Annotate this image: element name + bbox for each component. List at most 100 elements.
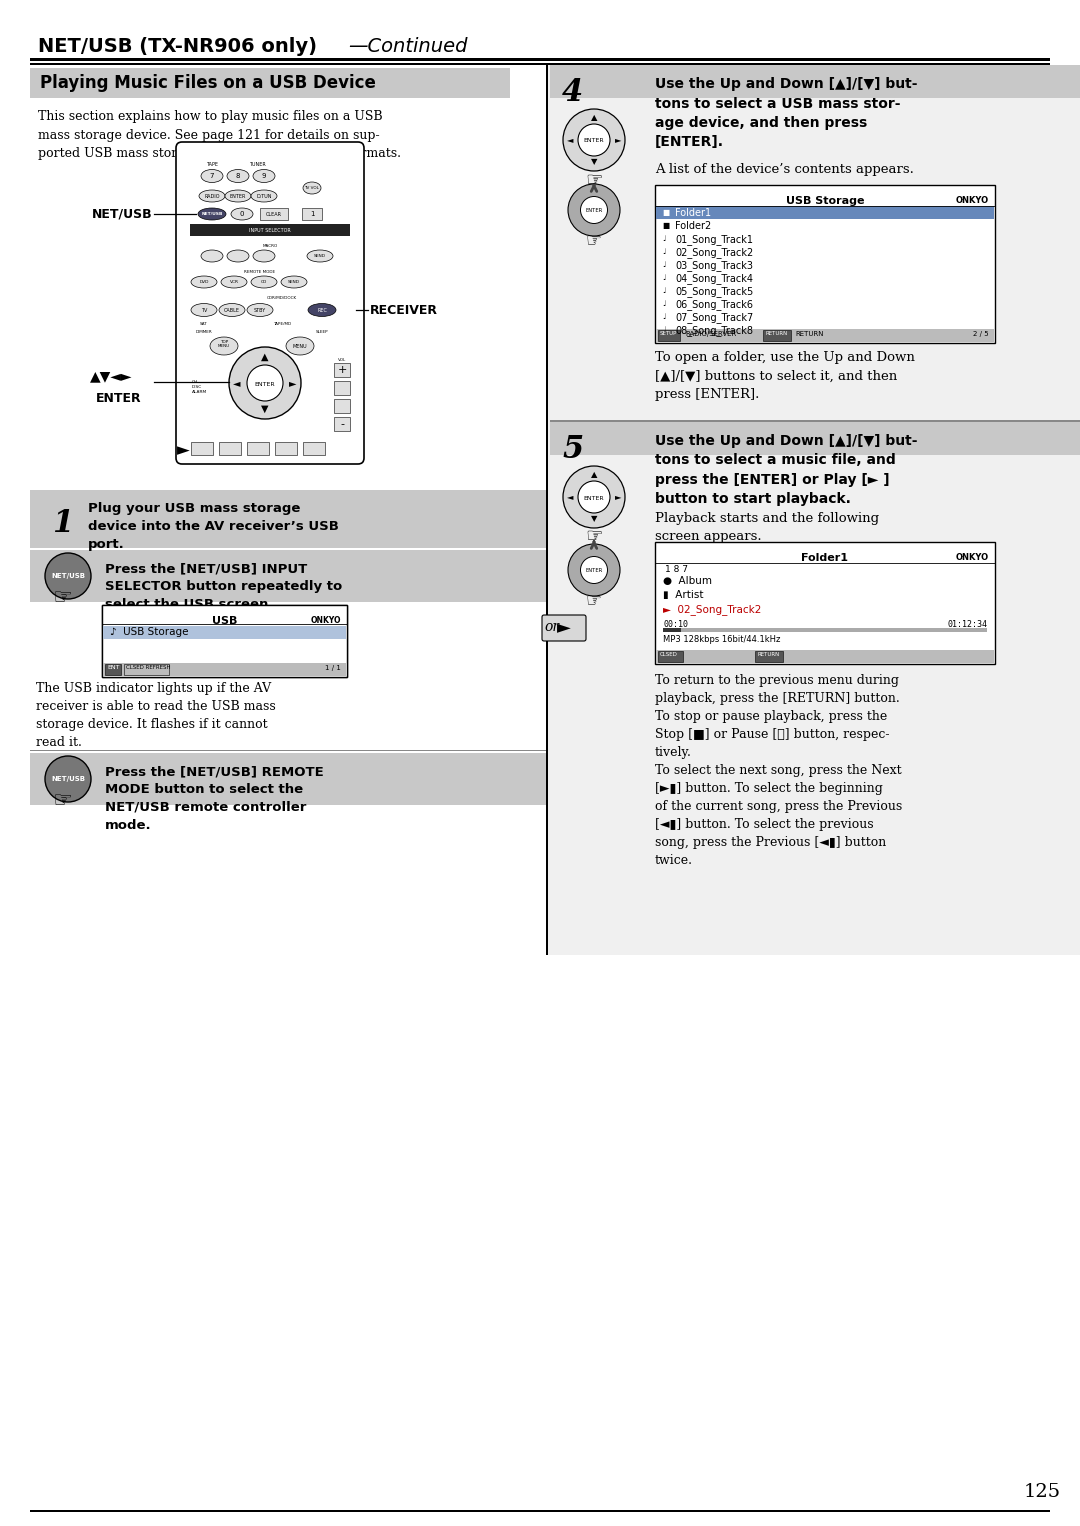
Text: 1: 1 — [52, 508, 73, 539]
Text: ENTER: ENTER — [255, 382, 275, 386]
Text: CDR/MD/DOCK: CDR/MD/DOCK — [267, 296, 297, 301]
Text: ◄: ◄ — [567, 493, 573, 502]
Text: VCR: VCR — [229, 279, 239, 284]
Text: 03_Song_Track3: 03_Song_Track3 — [675, 259, 753, 272]
Bar — [656, 330, 994, 342]
Bar — [30, 69, 510, 98]
Bar — [30, 66, 545, 945]
Ellipse shape — [281, 276, 307, 288]
Text: ▲▼◄►: ▲▼◄► — [90, 369, 133, 383]
Ellipse shape — [45, 552, 91, 600]
Ellipse shape — [198, 208, 226, 220]
Bar — [102, 604, 347, 678]
Bar — [30, 490, 546, 548]
Ellipse shape — [229, 346, 301, 420]
Ellipse shape — [563, 465, 625, 528]
Ellipse shape — [247, 304, 273, 316]
Text: SEND: SEND — [314, 253, 326, 258]
Text: TAPE/MD: TAPE/MD — [273, 322, 292, 327]
Text: CLSED REFRESH: CLSED REFRESH — [126, 665, 171, 670]
Text: DIMMER: DIMMER — [195, 330, 213, 334]
Text: 07_Song_Track7: 07_Song_Track7 — [675, 311, 753, 324]
Text: ►: ► — [289, 378, 297, 388]
Bar — [190, 224, 350, 237]
Text: 08_Song_Track8: 08_Song_Track8 — [675, 325, 753, 336]
Text: RETURN: RETURN — [757, 652, 780, 658]
Text: ◄: ◄ — [567, 136, 573, 145]
Text: ♩: ♩ — [662, 285, 665, 295]
Text: TAPE: TAPE — [206, 162, 218, 166]
Ellipse shape — [581, 197, 607, 223]
Text: 5: 5 — [562, 433, 583, 465]
Text: ☞: ☞ — [52, 588, 72, 607]
Bar — [103, 662, 346, 676]
Text: CD: CD — [261, 279, 267, 284]
Text: ►: ► — [557, 618, 571, 636]
Text: ►: ► — [177, 441, 190, 459]
Text: ►: ► — [615, 493, 621, 502]
Text: D.TUN: D.TUN — [256, 194, 272, 198]
Ellipse shape — [308, 304, 336, 316]
Text: 0: 0 — [240, 211, 244, 217]
Text: The USB indicator lights up if the AV
receiver is able to read the USB mass
stor: The USB indicator lights up if the AV re… — [36, 682, 275, 749]
Ellipse shape — [247, 365, 283, 401]
Text: USB Storage: USB Storage — [786, 195, 864, 206]
Bar — [30, 1511, 1050, 1512]
Ellipse shape — [210, 337, 238, 356]
Ellipse shape — [231, 208, 253, 220]
Text: SLEEP: SLEEP — [315, 330, 328, 334]
Text: ♩: ♩ — [662, 311, 665, 320]
Text: To open a folder, use the Up and Down
[▲]/[▼] buttons to select it, and then
pre: To open a folder, use the Up and Down [▲… — [654, 351, 915, 401]
Ellipse shape — [199, 191, 225, 201]
Text: Folder1: Folder1 — [675, 208, 711, 218]
Bar — [103, 626, 346, 639]
Text: 1 / 1: 1 / 1 — [325, 665, 341, 671]
Text: DVD: DVD — [200, 279, 208, 284]
Text: ♩: ♩ — [662, 299, 665, 308]
Text: TV VOL: TV VOL — [305, 186, 320, 191]
Bar — [275, 441, 297, 455]
Text: TOP
MENU: TOP MENU — [218, 340, 230, 348]
Text: ☞: ☞ — [586, 230, 602, 249]
Text: ►: ► — [615, 136, 621, 145]
Text: SEND: SEND — [288, 279, 300, 284]
Text: Press the [NET/USB] INPUT
SELECTOR button repeatedly to
select the USB screen.: Press the [NET/USB] INPUT SELECTOR butto… — [105, 562, 342, 610]
Text: NET/USB: NET/USB — [51, 572, 85, 578]
Ellipse shape — [563, 108, 625, 171]
Text: ▼: ▼ — [591, 514, 597, 523]
Text: ♩: ♩ — [662, 247, 665, 256]
Bar — [334, 398, 350, 414]
Bar — [247, 441, 269, 455]
Text: ●  Album: ● Album — [663, 575, 712, 586]
Text: Folder1: Folder1 — [801, 552, 849, 563]
Text: CABLE: CABLE — [224, 308, 240, 313]
FancyBboxPatch shape — [176, 142, 364, 464]
Ellipse shape — [225, 191, 251, 201]
Text: +: + — [337, 365, 347, 375]
Bar — [30, 549, 546, 601]
Ellipse shape — [581, 557, 607, 583]
Text: ▮  Artist: ▮ Artist — [663, 591, 703, 600]
FancyBboxPatch shape — [542, 615, 586, 641]
Bar — [191, 441, 213, 455]
Ellipse shape — [201, 250, 222, 262]
Text: MACRO: MACRO — [262, 244, 278, 249]
Text: ▲: ▲ — [261, 353, 269, 362]
Text: ENTER: ENTER — [583, 139, 605, 143]
Text: —Continued: —Continued — [348, 37, 468, 56]
Bar — [550, 66, 1080, 98]
Text: INPUT SELECTOR: INPUT SELECTOR — [249, 227, 291, 232]
Text: ONKYO: ONKYO — [311, 617, 341, 626]
Text: ONKYO: ONKYO — [956, 552, 989, 562]
Text: NET/USB: NET/USB — [92, 208, 152, 220]
Text: REC: REC — [318, 308, 327, 313]
Bar — [654, 185, 995, 343]
Bar — [658, 652, 683, 662]
Bar — [548, 66, 1080, 955]
Text: 05_Song_Track5: 05_Song_Track5 — [675, 285, 753, 298]
Bar — [102, 604, 347, 678]
Text: To return to the previous menu during
playback, press the [RETURN] button.
To st: To return to the previous menu during pl… — [654, 674, 902, 867]
Text: ♩: ♩ — [662, 325, 665, 334]
Text: ENTER: ENTER — [96, 392, 141, 404]
Ellipse shape — [253, 169, 275, 183]
